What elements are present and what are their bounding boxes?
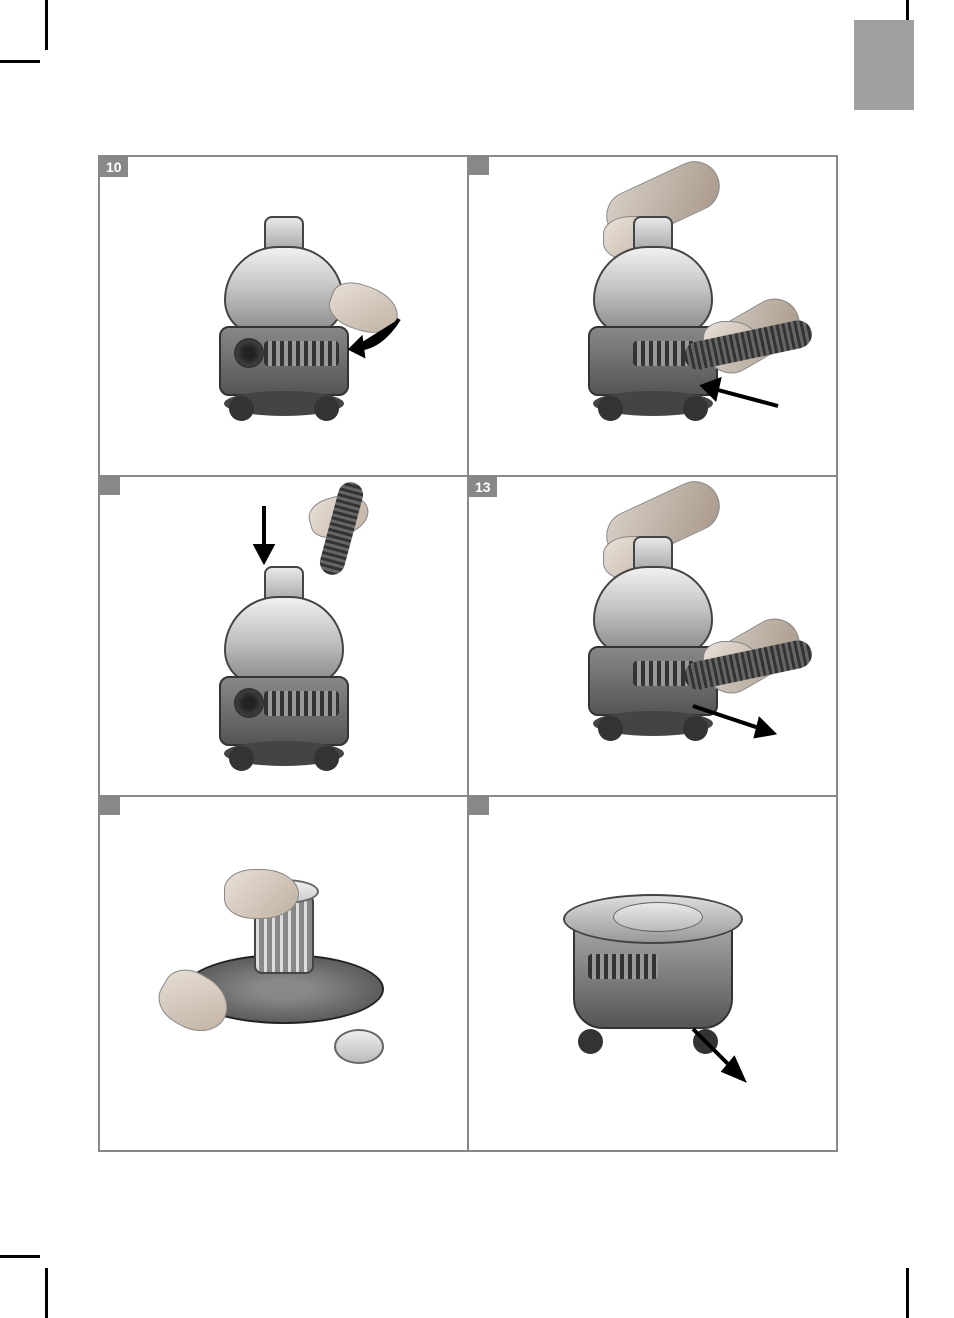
figure-top-hose: [154, 491, 414, 781]
figure-tank-detached: [523, 829, 783, 1119]
page-tab: [854, 20, 914, 110]
step-cell-15: [468, 796, 837, 1151]
crop-mark: [906, 1268, 909, 1318]
step-cell-14: [99, 796, 468, 1151]
step-cell-13: 13: [468, 476, 837, 796]
arrow-down-icon: [249, 501, 279, 571]
crop-mark: [45, 1268, 48, 1318]
figure-vacuum-latch: [154, 171, 414, 461]
step-cell-12: [99, 476, 468, 796]
tank-lid-icon: [613, 902, 703, 932]
figure-hose-remove: [523, 491, 783, 781]
crop-mark: [45, 0, 48, 50]
figure-filter-assembly: [154, 829, 414, 1119]
arrow-curve-icon: [339, 311, 409, 361]
instruction-grid: 10: [98, 155, 838, 1152]
step-number-label: [469, 157, 489, 175]
crop-mark: [0, 1255, 40, 1258]
arrow-out-icon: [678, 1019, 758, 1089]
step-number-label: [100, 797, 120, 815]
step-cell-10: 10: [99, 156, 468, 476]
step-number-label: 10: [100, 157, 128, 177]
step-number-label: [100, 477, 120, 495]
step-cell-11: [468, 156, 837, 476]
filter-cup-icon: [334, 1029, 384, 1064]
figure-hose-insert: [523, 171, 783, 461]
step-number-label: [469, 797, 489, 815]
arrow-out-icon: [678, 696, 788, 746]
hand-icon: [224, 869, 299, 919]
crop-mark: [0, 60, 40, 63]
step-number-label: 13: [469, 477, 497, 497]
arrow-in-icon: [683, 376, 783, 416]
